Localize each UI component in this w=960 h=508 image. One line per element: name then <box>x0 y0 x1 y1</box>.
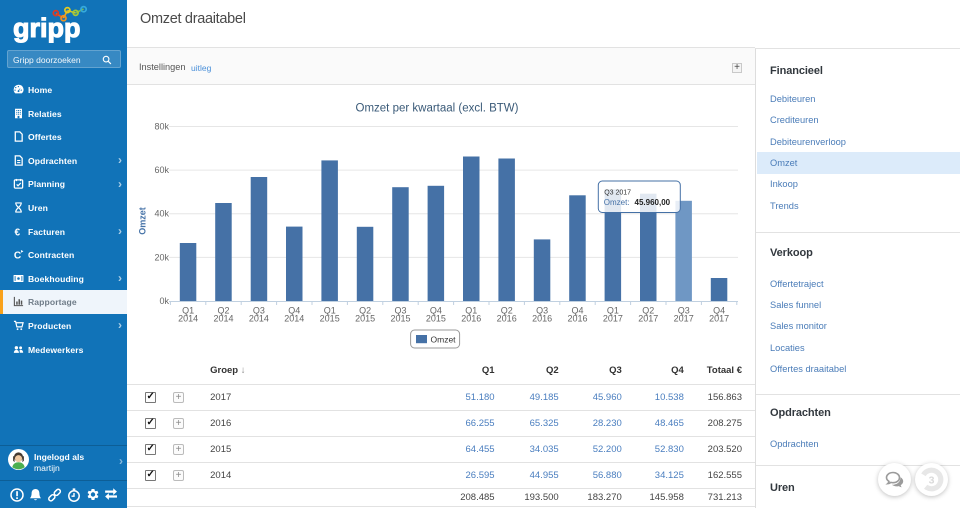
svg-text:2017: 2017 <box>674 313 694 323</box>
svg-text:Q1: Q1 <box>465 306 477 316</box>
svg-text:Q2: Q2 <box>642 306 654 316</box>
svg-text:40k: 40k <box>154 209 169 219</box>
svg-text:2014: 2014 <box>178 313 198 323</box>
svg-text:2017: 2017 <box>603 313 623 323</box>
svg-text:2014: 2014 <box>284 313 304 323</box>
svg-text:Q3: Q3 <box>678 306 690 316</box>
svg-text:2016: 2016 <box>461 313 481 323</box>
svg-text:Q2: Q2 <box>217 306 229 316</box>
svg-text:2016: 2016 <box>532 313 552 323</box>
svg-text:Q3: Q3 <box>253 306 265 316</box>
svg-text:Q2: Q2 <box>501 306 513 316</box>
svg-text:2017: 2017 <box>709 313 729 323</box>
svg-text:Q4: Q4 <box>288 306 300 316</box>
svg-text:2016: 2016 <box>497 313 517 323</box>
svg-text:Q4: Q4 <box>430 306 442 316</box>
svg-text:0k: 0k <box>159 296 169 306</box>
svg-text:Omzet: Omzet <box>431 335 457 345</box>
svg-text:2015: 2015 <box>390 313 410 323</box>
svg-text:2014: 2014 <box>213 313 233 323</box>
svg-text:Q3 2017: Q3 2017 <box>604 189 631 196</box>
svg-text:Q3: Q3 <box>536 306 548 316</box>
svg-text:Omzet per kwartaal (excl. BTW): Omzet per kwartaal (excl. BTW) <box>356 103 519 115</box>
svg-text:3: 3 <box>929 474 935 486</box>
svg-text:Q3: Q3 <box>394 306 406 316</box>
svg-text:Q1: Q1 <box>607 306 619 316</box>
svg-text:Q1: Q1 <box>182 306 194 316</box>
svg-text:60k: 60k <box>154 165 169 175</box>
svg-text:2014: 2014 <box>249 313 269 323</box>
svg-text:Q2: Q2 <box>359 306 371 316</box>
svg-text:gripp: gripp <box>13 13 81 43</box>
svg-text:Q1: Q1 <box>324 306 336 316</box>
svg-text:20k: 20k <box>154 252 169 262</box>
svg-text:€: € <box>15 227 21 237</box>
svg-text:2015: 2015 <box>320 313 340 323</box>
svg-text:Omzet: Omzet <box>138 207 148 235</box>
svg-text:Q4: Q4 <box>571 306 583 316</box>
svg-text:Omzet: 45.960,00: Omzet: 45.960,00 <box>604 198 671 207</box>
svg-text:80k: 80k <box>154 122 169 132</box>
svg-text:Q4: Q4 <box>713 306 725 316</box>
svg-text:2015: 2015 <box>426 313 446 323</box>
svg-text:2017: 2017 <box>638 313 658 323</box>
svg-text:2016: 2016 <box>567 313 587 323</box>
svg-text:C: C <box>14 250 22 260</box>
svg-text:2015: 2015 <box>355 313 375 323</box>
